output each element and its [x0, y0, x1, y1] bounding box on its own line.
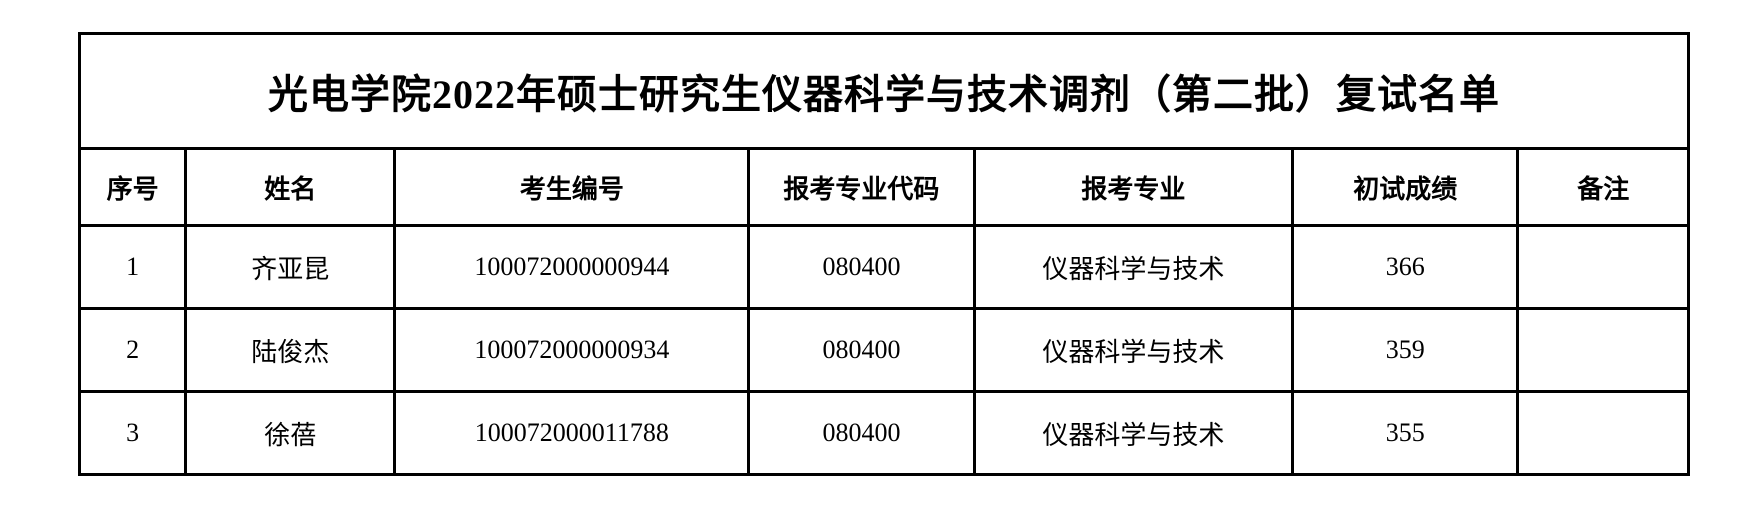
column-header-candidate-number: 考生编号 — [393, 147, 751, 227]
cell-index: 2 — [77, 307, 188, 393]
cell-initial-score: 359 — [1291, 307, 1520, 393]
cell-major: 仪器科学与技术 — [972, 224, 1295, 310]
cell-name: 徐蓓 — [184, 390, 397, 476]
table-row: 1 齐亚昆 100072000000944 080400 仪器科学与技术 366 — [77, 224, 1690, 310]
table-row: 3 徐蓓 100072000011788 080400 仪器科学与技术 355 — [77, 390, 1690, 476]
document-sheet: 光电学院2022年硕士研究生仪器科学与技术调剂（第二批）复试名单 序号 姓名 考… — [77, 32, 1690, 476]
column-header-index: 序号 — [77, 147, 188, 227]
admission-roster-table: 光电学院2022年硕士研究生仪器科学与技术调剂（第二批）复试名单 序号 姓名 考… — [77, 32, 1690, 476]
cell-index: 3 — [77, 390, 188, 476]
cell-major-code: 080400 — [747, 390, 976, 476]
column-header-name: 姓名 — [184, 147, 397, 227]
column-header-remarks: 备注 — [1516, 147, 1690, 227]
cell-candidate-number: 100072000011788 — [393, 390, 751, 476]
table-row: 2 陆俊杰 100072000000934 080400 仪器科学与技术 359 — [77, 307, 1690, 393]
table-header-row: 序号 姓名 考生编号 报考专业代码 报考专业 初试成绩 备注 — [77, 147, 1690, 227]
cell-candidate-number: 100072000000944 — [393, 224, 751, 310]
cell-initial-score: 355 — [1291, 390, 1520, 476]
cell-index: 1 — [77, 224, 188, 310]
page-title: 光电学院2022年硕士研究生仪器科学与技术调剂（第二批）复试名单 — [78, 32, 1690, 150]
cell-remarks — [1516, 307, 1690, 393]
cell-remarks — [1516, 390, 1690, 476]
cell-remarks — [1516, 224, 1690, 310]
table-title-row: 光电学院2022年硕士研究生仪器科学与技术调剂（第二批）复试名单 — [78, 32, 1690, 150]
cell-name: 齐亚昆 — [184, 224, 397, 310]
column-header-initial-score: 初试成绩 — [1291, 147, 1520, 227]
cell-major: 仪器科学与技术 — [972, 390, 1295, 476]
cell-candidate-number: 100072000000934 — [393, 307, 751, 393]
cell-major: 仪器科学与技术 — [972, 307, 1295, 393]
cell-major-code: 080400 — [747, 224, 976, 310]
cell-major-code: 080400 — [747, 307, 976, 393]
cell-name: 陆俊杰 — [184, 307, 397, 393]
column-header-major-code: 报考专业代码 — [747, 147, 976, 227]
column-header-major: 报考专业 — [972, 147, 1295, 227]
cell-initial-score: 366 — [1291, 224, 1520, 310]
